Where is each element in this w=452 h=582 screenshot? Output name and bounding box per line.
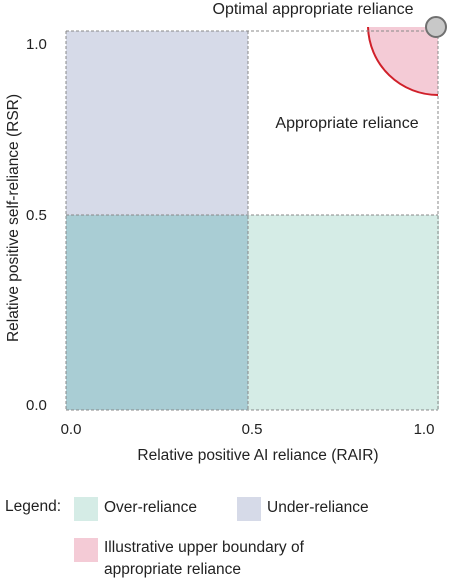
over-reliance-swatch [74, 497, 98, 521]
under-reliance-legend-label: Under-reliance [267, 499, 369, 516]
reliance-quadrant-diagram: Optimal appropriate reliance Appropriate… [5, 1, 447, 464]
appropriate-reliance-boundary-area [368, 27, 438, 96]
under-reliance-region [66, 31, 248, 215]
x-tick-label: 0.5 [242, 421, 263, 438]
boundary-legend-label-line1: Illustrative upper boundary of [104, 539, 304, 556]
y-axis-title: Relative positive self-reliance (RSR) [5, 94, 22, 342]
x-axis-title: Relative positive AI reliance (RAIR) [137, 447, 378, 464]
x-tick-label: 1.0 [414, 421, 435, 438]
boundary-swatch [74, 538, 98, 562]
optimal-appropriate-reliance-label: Optimal appropriate reliance [213, 1, 414, 18]
under-reliance-swatch [237, 497, 261, 521]
x-tick-label: 0.0 [61, 421, 82, 438]
y-tick-label: 1.0 [26, 36, 47, 53]
optimal-point-marker [425, 16, 447, 38]
y-tick-label: 0.0 [26, 397, 47, 414]
over-reliance-region [248, 215, 439, 410]
legend: Legend: Over-reliance Under-reliance Ill… [0, 490, 452, 582]
legend-title: Legend: [5, 498, 62, 515]
boundary-legend-label-line2: appropriate reliance [104, 561, 242, 578]
appropriate-reliance-boundary-curve [367, 26, 439, 96]
appropriate-reliance-label: Appropriate reliance [275, 115, 418, 132]
over-reliance-legend-label: Over-reliance [104, 499, 198, 516]
over-and-under-reliance-region [66, 215, 248, 410]
y-tick-label: 0.5 [26, 207, 47, 224]
